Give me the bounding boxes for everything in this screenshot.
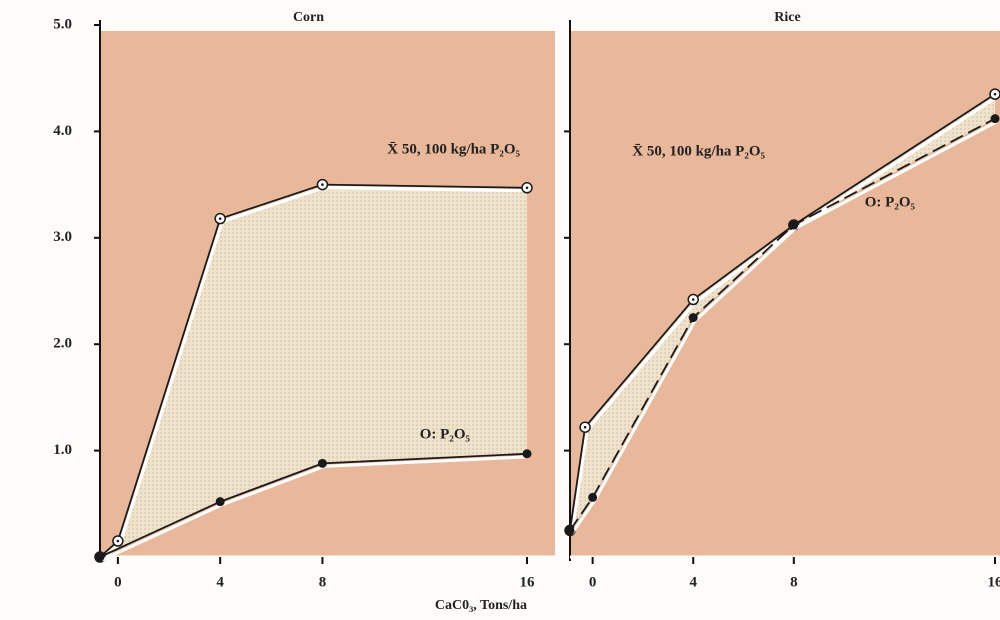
y-tick-label: 5.0	[53, 16, 72, 32]
series-label: O: P₂O₅	[865, 194, 916, 210]
marker-dot	[691, 298, 695, 301]
x-tick-label: 0	[114, 574, 122, 590]
marker	[990, 114, 1000, 124]
x-tick-label: 16	[520, 574, 536, 590]
x-tick-label: 4	[216, 574, 224, 590]
y-tick-label: 3.0	[53, 229, 72, 245]
marker	[588, 492, 598, 502]
marker	[317, 458, 327, 468]
gap-area	[570, 94, 995, 531]
series-line	[99, 452, 528, 558]
marker	[789, 220, 799, 230]
x-tick-label: 8	[790, 574, 798, 590]
chart-title: Rice	[774, 10, 800, 25]
marker	[215, 497, 225, 507]
x-tick-label: 4	[689, 574, 697, 590]
series-label: X̄ 50, 100 kg/ha P₂O₅	[632, 143, 765, 159]
marker	[95, 552, 105, 562]
marker-dot	[993, 92, 997, 96]
marker-dot	[218, 217, 222, 220]
marker	[688, 313, 698, 323]
series-label: X̄ 50, 100 kg/ha P₂O₅	[387, 141, 520, 157]
gap-area	[100, 184, 527, 557]
marker-dot	[321, 183, 324, 186]
marker-dot	[583, 425, 587, 429]
x-axis-label: CaC0₃, Tons/ha	[435, 598, 527, 613]
x-tick-label: 16	[988, 574, 1000, 590]
x-tick-label: 0	[589, 574, 597, 590]
y-tick-label: 2.0	[53, 336, 72, 352]
line-shadow	[101, 455, 530, 562]
marker-dot	[116, 539, 120, 543]
plot-background	[570, 31, 1000, 557]
y-tick-label: 4.0	[53, 123, 72, 139]
x-tick-label: 8	[319, 574, 327, 590]
chart-title: Corn	[293, 10, 324, 25]
marker	[565, 525, 575, 535]
marker	[522, 449, 532, 459]
series-label: O: P₂O₅	[420, 426, 471, 442]
marker-dot	[525, 186, 529, 190]
y-tick-label: 1.0	[53, 442, 72, 458]
